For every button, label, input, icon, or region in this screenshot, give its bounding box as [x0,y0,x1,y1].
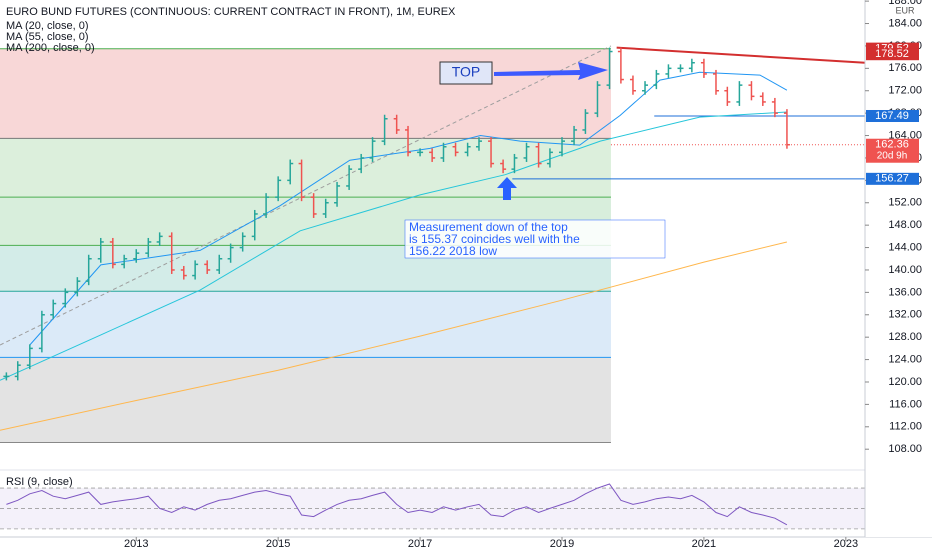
y-tick-label: 188.00 [888,0,922,7]
y-tick-label: 172.00 [888,85,922,97]
rsi-line [6,483,788,526]
moving-average [29,71,788,346]
low-arrow [497,177,517,200]
x-tick-label: 2013 [124,538,148,550]
indicator-label: MA (200, close, 0) [6,42,95,54]
x-tick-label: 2019 [550,538,574,550]
y-tick-label: 152.00 [888,197,922,209]
y-tick-label: 184.00 [888,17,922,29]
price-label-box [866,48,919,61]
indicator-label: MA (55, close, 0) [6,31,89,43]
moving-average [0,111,787,381]
y-tick-label: 124.00 [888,353,922,365]
x-tick-label: 2023 [834,538,858,550]
top-box [439,61,493,85]
price-label: 156.27 [875,173,909,185]
y-tick-label: 136.00 [888,286,922,298]
trendline [616,46,866,64]
moving-average [0,241,788,431]
countdown: 20d 9h [877,150,908,161]
top-arrow [494,62,608,80]
x-tick-label: 2021 [692,538,716,550]
x-tick-label: 2017 [408,538,432,550]
y-tick-label: 108.00 [888,443,922,455]
fib-band [0,138,611,198]
y-tick-label: 120.00 [888,376,922,388]
y-tick-label: 112.00 [889,421,922,433]
y-tick-label: 140.00 [888,264,922,276]
y-tick-label: 164.00 [888,129,922,141]
trendline [0,45,612,346]
currency: EUR [895,5,915,15]
fib-band [0,291,611,358]
x-tick-label: 2015 [266,538,290,550]
y-tick-label: 128.00 [888,331,922,343]
price-label: 162.36 [875,139,909,151]
price-axis [865,0,932,537]
fib-band [0,357,611,443]
top-label: TOP [452,64,481,80]
note-line: 156.22 2018 low [409,244,497,258]
y-tick-label: 144.00 [888,241,922,253]
indicator-label: MA (20, close, 0) [6,20,89,32]
price-label-box [866,172,919,185]
note-line: Measurement down of the top [409,220,568,234]
y-tick-label: 176.00 [888,62,922,74]
price-label: 167.49 [875,110,909,122]
rsi-band [0,488,865,529]
price-label-box [866,138,919,163]
y-tick-label: 132.00 [888,309,922,321]
fib-band [0,48,611,139]
chart-title: EURO BUND FUTURES (CONTINUOUS: CURRENT C… [6,6,456,18]
note-line: is 155.37 coincides well with the [409,232,580,246]
price-label-box [866,109,919,122]
note-box [404,219,666,259]
y-tick-label: 148.00 [888,219,922,231]
price-label: 178.52 [875,48,909,60]
rsi-title: RSI (9, close) [6,476,73,488]
y-tick-label: 116.00 [889,398,922,410]
